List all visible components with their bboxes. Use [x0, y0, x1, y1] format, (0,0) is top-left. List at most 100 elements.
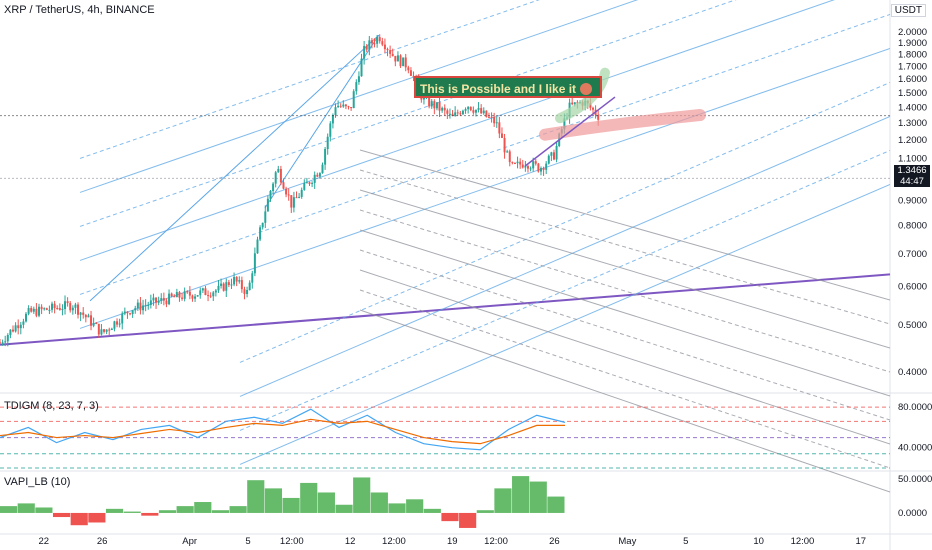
- candle-body: [456, 112, 459, 114]
- candle-body: [6, 334, 9, 342]
- candle-body: [295, 197, 298, 199]
- price-tick-label: 0.4000: [898, 367, 927, 378]
- candle-body: [97, 323, 100, 335]
- candle-body: [519, 161, 522, 165]
- candle-body: [240, 280, 243, 290]
- candle-body: [290, 195, 293, 208]
- candle-body: [498, 122, 501, 134]
- candle-body: [490, 116, 493, 118]
- candle-body: [378, 37, 381, 42]
- candle-body: [4, 341, 7, 343]
- candle-body: [261, 222, 264, 228]
- candle-body: [547, 155, 550, 164]
- candle-body: [87, 315, 90, 318]
- candle-body: [235, 276, 238, 282]
- vapi-histogram-bar: [494, 488, 512, 513]
- candle-body: [142, 305, 145, 311]
- vapi-indicator-title[interactable]: VAPI_LB (10): [4, 476, 71, 488]
- vapi-histogram-bar: [388, 503, 406, 513]
- candle-body: [487, 116, 490, 118]
- vapi-histogram-bar: [0, 506, 18, 513]
- pitchfork-line: [79, 0, 639, 193]
- bearish-scenario-arrow: [539, 109, 706, 141]
- tdigm-indicator-title[interactable]: TDIGM (8, 23, 7, 3): [4, 400, 99, 412]
- candle-body: [230, 284, 233, 286]
- candle-body: [282, 182, 285, 189]
- candle-body: [64, 301, 67, 310]
- price-tick-label: 0.8000: [898, 221, 927, 232]
- candle-body: [389, 50, 392, 54]
- candle-body: [365, 45, 368, 50]
- annotation-callout[interactable]: This is Possible and I like it: [414, 76, 602, 98]
- candle-body: [503, 137, 506, 153]
- candle-body: [194, 296, 197, 299]
- candle-body: [199, 290, 202, 296]
- candle-body: [1, 342, 4, 344]
- candle-body: [253, 253, 256, 274]
- candle-body: [409, 70, 412, 76]
- candle-body: [183, 291, 186, 299]
- candle-body: [38, 306, 41, 316]
- candle-body: [347, 106, 350, 108]
- vapi-histogram-bar: [247, 480, 265, 513]
- candle-body: [534, 161, 537, 164]
- candle-body: [126, 311, 129, 314]
- pitchfork-line: [239, 81, 891, 363]
- gray-fan-line: [359, 149, 891, 301]
- candle-body: [532, 161, 535, 169]
- vapi-histogram-bar: [353, 477, 371, 513]
- candle-body: [147, 305, 150, 307]
- candle-body: [422, 97, 425, 100]
- candle-body: [92, 323, 95, 326]
- candle-body: [318, 173, 321, 177]
- candle-body: [482, 110, 485, 114]
- currency-label[interactable]: USDT: [890, 4, 926, 17]
- time-tick-label: 19: [447, 536, 458, 547]
- candle-body: [521, 164, 524, 168]
- candle-body: [238, 280, 241, 282]
- price-tick-label: 1.6000: [898, 74, 927, 85]
- time-tick-label: 12:00: [791, 536, 815, 547]
- candle-body: [516, 161, 519, 164]
- candle-body: [0, 342, 1, 344]
- candle-body: [433, 101, 436, 109]
- candle-body: [259, 227, 262, 240]
- price-tick-label: 0.7000: [898, 249, 927, 260]
- pitchfork-line: [239, 183, 891, 465]
- vapi-histogram-bar: [158, 510, 177, 513]
- candle-body: [264, 211, 267, 223]
- vapi-histogram-bar: [229, 506, 247, 513]
- vapi-histogram-bar: [547, 496, 565, 513]
- candle-body: [344, 104, 347, 107]
- candle-body: [407, 67, 410, 71]
- candle-body: [160, 298, 163, 301]
- time-tick-label: 12:00: [484, 536, 508, 547]
- candle-body: [222, 283, 225, 291]
- vapi-tick-label: 50.0000: [898, 474, 932, 485]
- candle-body: [555, 145, 558, 160]
- price-tick-label: 0.9000: [898, 196, 927, 207]
- candle-body: [363, 45, 366, 59]
- candle-body: [472, 110, 475, 113]
- price-tick-label: 1.3000: [898, 118, 927, 129]
- candle-body: [40, 306, 43, 310]
- candle-body: [451, 113, 454, 116]
- time-tick-label: 5: [683, 536, 688, 547]
- candle-body: [48, 309, 51, 311]
- candle-body: [178, 292, 181, 298]
- candle-body: [82, 312, 85, 315]
- pitchfork-line: [79, 47, 891, 329]
- candle-body: [493, 116, 496, 124]
- candle-body: [331, 115, 334, 124]
- candle-body: [22, 321, 25, 325]
- gray-fan-line: [359, 169, 891, 325]
- candle-body: [100, 329, 103, 335]
- candle-body: [269, 190, 272, 199]
- candle-body: [188, 291, 191, 296]
- vapi-histogram-bar: [441, 512, 459, 522]
- candle-body: [298, 196, 301, 198]
- candle-body: [272, 183, 275, 191]
- candle-body: [196, 295, 199, 297]
- time-tick-label: May: [618, 536, 636, 547]
